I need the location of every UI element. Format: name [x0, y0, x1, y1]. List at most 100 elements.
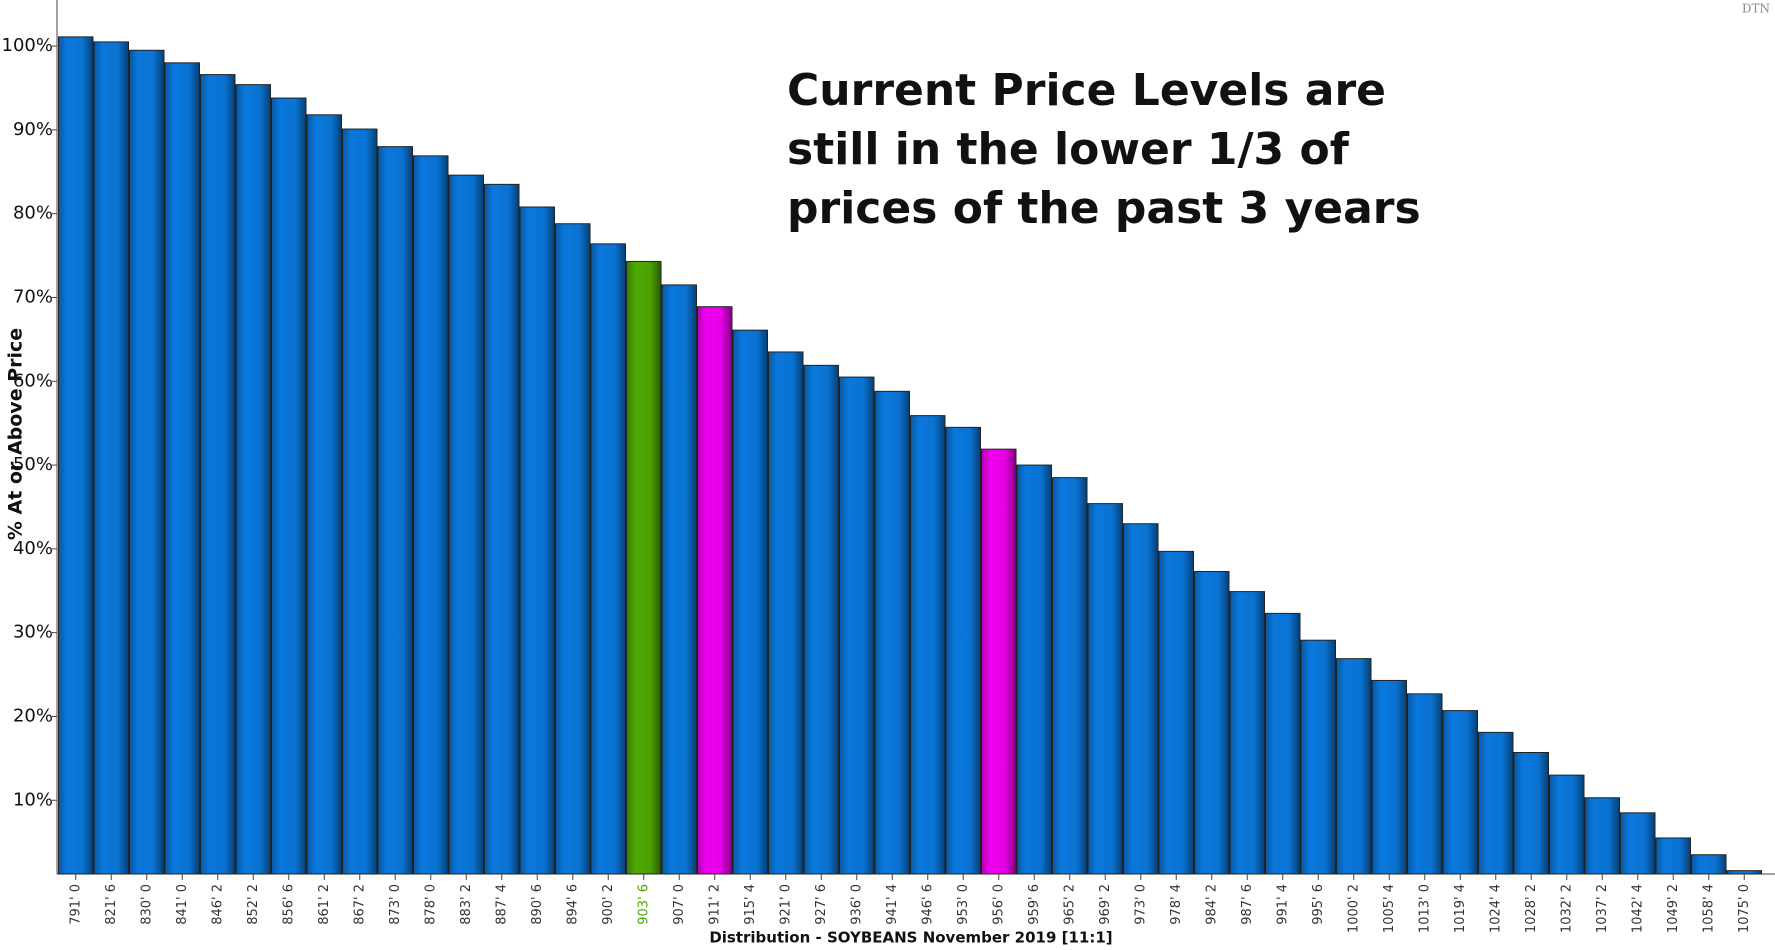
- bar-shade: [946, 427, 980, 874]
- x-tick-label: 965' 2: [1062, 884, 1077, 925]
- x-tick-label: 973' 0: [1133, 884, 1148, 925]
- bar-shade: [1372, 680, 1406, 874]
- x-tick-label: 936' 0: [849, 884, 864, 925]
- x-tick-label: 830' 0: [139, 884, 154, 925]
- bar-shade: [378, 147, 412, 874]
- y-tick-label: 60%: [13, 370, 53, 391]
- x-tick-label: 846' 2: [210, 884, 225, 925]
- y-tick-label: 50%: [13, 454, 53, 475]
- x-tick-label: 941' 4: [885, 884, 900, 925]
- bar-shade: [662, 285, 696, 874]
- bar-shade: [556, 224, 590, 874]
- x-tick-label: 927' 6: [814, 884, 829, 925]
- bar-shade: [1656, 838, 1690, 874]
- bar-shade: [449, 175, 483, 874]
- bar-shade: [485, 184, 519, 874]
- bar-shade: [59, 37, 93, 874]
- x-tick-label: 911' 2: [707, 884, 722, 925]
- x-tick-label: 1028' 2: [1524, 884, 1539, 933]
- bar-shade: [1514, 752, 1548, 874]
- x-tick-label: 1005' 4: [1382, 884, 1397, 933]
- watermark: DTN: [1742, 2, 1770, 16]
- x-tick-label: 1075' 0: [1737, 884, 1752, 933]
- x-tick-label: 856' 6: [281, 884, 296, 925]
- y-tick-label: 20%: [13, 705, 53, 726]
- bar-shade: [1088, 504, 1122, 874]
- bar-shade: [201, 75, 235, 874]
- y-tick-label: 30%: [13, 622, 53, 643]
- bar-shade: [1195, 571, 1229, 874]
- bar-shade: [1479, 732, 1513, 874]
- x-tick-label: 959' 6: [1027, 884, 1042, 925]
- bar-shade: [875, 391, 909, 874]
- x-tick-label: 861' 2: [317, 884, 332, 925]
- x-tick-label: 984' 2: [1204, 884, 1219, 925]
- bar-shade: [769, 352, 803, 874]
- x-tick-label: 1049' 2: [1666, 884, 1681, 933]
- bar-shade: [1017, 465, 1051, 874]
- x-tick-label: 1032' 2: [1559, 884, 1574, 933]
- y-tick-label: 100%: [2, 35, 53, 56]
- bar-shade: [1585, 798, 1619, 874]
- bar-shade: [982, 449, 1016, 874]
- bar-shade: [1301, 640, 1335, 874]
- x-tick-label: 852' 2: [246, 884, 261, 925]
- bar-shade: [1727, 871, 1761, 874]
- x-tick-label: 969' 2: [1098, 884, 1113, 925]
- bar-shade: [733, 330, 767, 874]
- bar-shade: [1408, 694, 1442, 874]
- bar-shade: [1266, 613, 1300, 874]
- bar-shade: [1692, 855, 1726, 874]
- x-tick-label: 841' 0: [175, 884, 190, 925]
- bar-shade: [1053, 478, 1087, 874]
- y-axis-label: % At or Above Price: [5, 328, 27, 540]
- bar-shade: [627, 261, 661, 874]
- x-tick-label: 907' 0: [672, 884, 687, 925]
- x-tick-label: 1000' 2: [1346, 884, 1361, 933]
- bar-shade: [165, 63, 199, 874]
- x-tick-label: 887' 4: [494, 884, 509, 925]
- bar-shade: [1337, 659, 1371, 874]
- x-tick-label: 903' 6: [636, 884, 651, 925]
- x-tick-label: 991' 4: [1275, 884, 1290, 925]
- x-tick-label: 1024' 4: [1488, 884, 1503, 933]
- y-tick-label: 90%: [13, 119, 53, 140]
- bar-shade: [1230, 592, 1264, 874]
- x-tick-label: 915' 4: [743, 884, 758, 925]
- x-tick-label: 821' 6: [104, 884, 119, 925]
- x-tick-label: 921' 0: [778, 884, 793, 925]
- x-tick-label: 890' 6: [530, 884, 545, 925]
- x-tick-label: 953' 0: [956, 884, 971, 925]
- x-tick-label: 946' 6: [920, 884, 935, 925]
- x-tick-label: 1037' 2: [1595, 884, 1610, 933]
- y-tick-label: 80%: [13, 203, 53, 224]
- annotation: Current Price Levels are still in the low…: [787, 65, 1421, 234]
- x-tick-label: 987' 6: [1240, 884, 1255, 925]
- x-tick-label: 883' 2: [459, 884, 474, 925]
- bar-shade: [1443, 711, 1477, 874]
- x-tick-label: 867' 2: [352, 884, 367, 925]
- bar-shade: [591, 244, 625, 874]
- x-tick-label: 894' 6: [565, 884, 580, 925]
- x-tick-label: 978' 4: [1169, 884, 1184, 925]
- x-tick-label: 1013' 0: [1417, 884, 1432, 933]
- bar-shade: [130, 50, 164, 874]
- bar-shade: [1621, 813, 1655, 874]
- x-tick-label: 878' 0: [423, 884, 438, 925]
- y-tick-label: 10%: [13, 789, 53, 810]
- y-tick-label: 70%: [13, 286, 53, 307]
- bar-shade: [272, 98, 306, 874]
- bar-shade: [236, 85, 270, 874]
- x-tick-label: 1019' 4: [1453, 884, 1468, 933]
- x-tick-label: 1042' 4: [1630, 884, 1645, 933]
- bar-shade: [307, 115, 341, 874]
- y-tick-label: 40%: [13, 538, 53, 559]
- x-axis-label: Distribution - SOYBEANS November 2019 [1…: [709, 929, 1112, 947]
- bar-shade: [1159, 551, 1193, 874]
- x-tick-label: 956' 0: [991, 884, 1006, 925]
- bar-shade: [840, 377, 874, 874]
- bar-shade: [804, 365, 838, 874]
- x-tick-label: 1058' 4: [1701, 884, 1716, 933]
- bar-shade: [1124, 524, 1158, 874]
